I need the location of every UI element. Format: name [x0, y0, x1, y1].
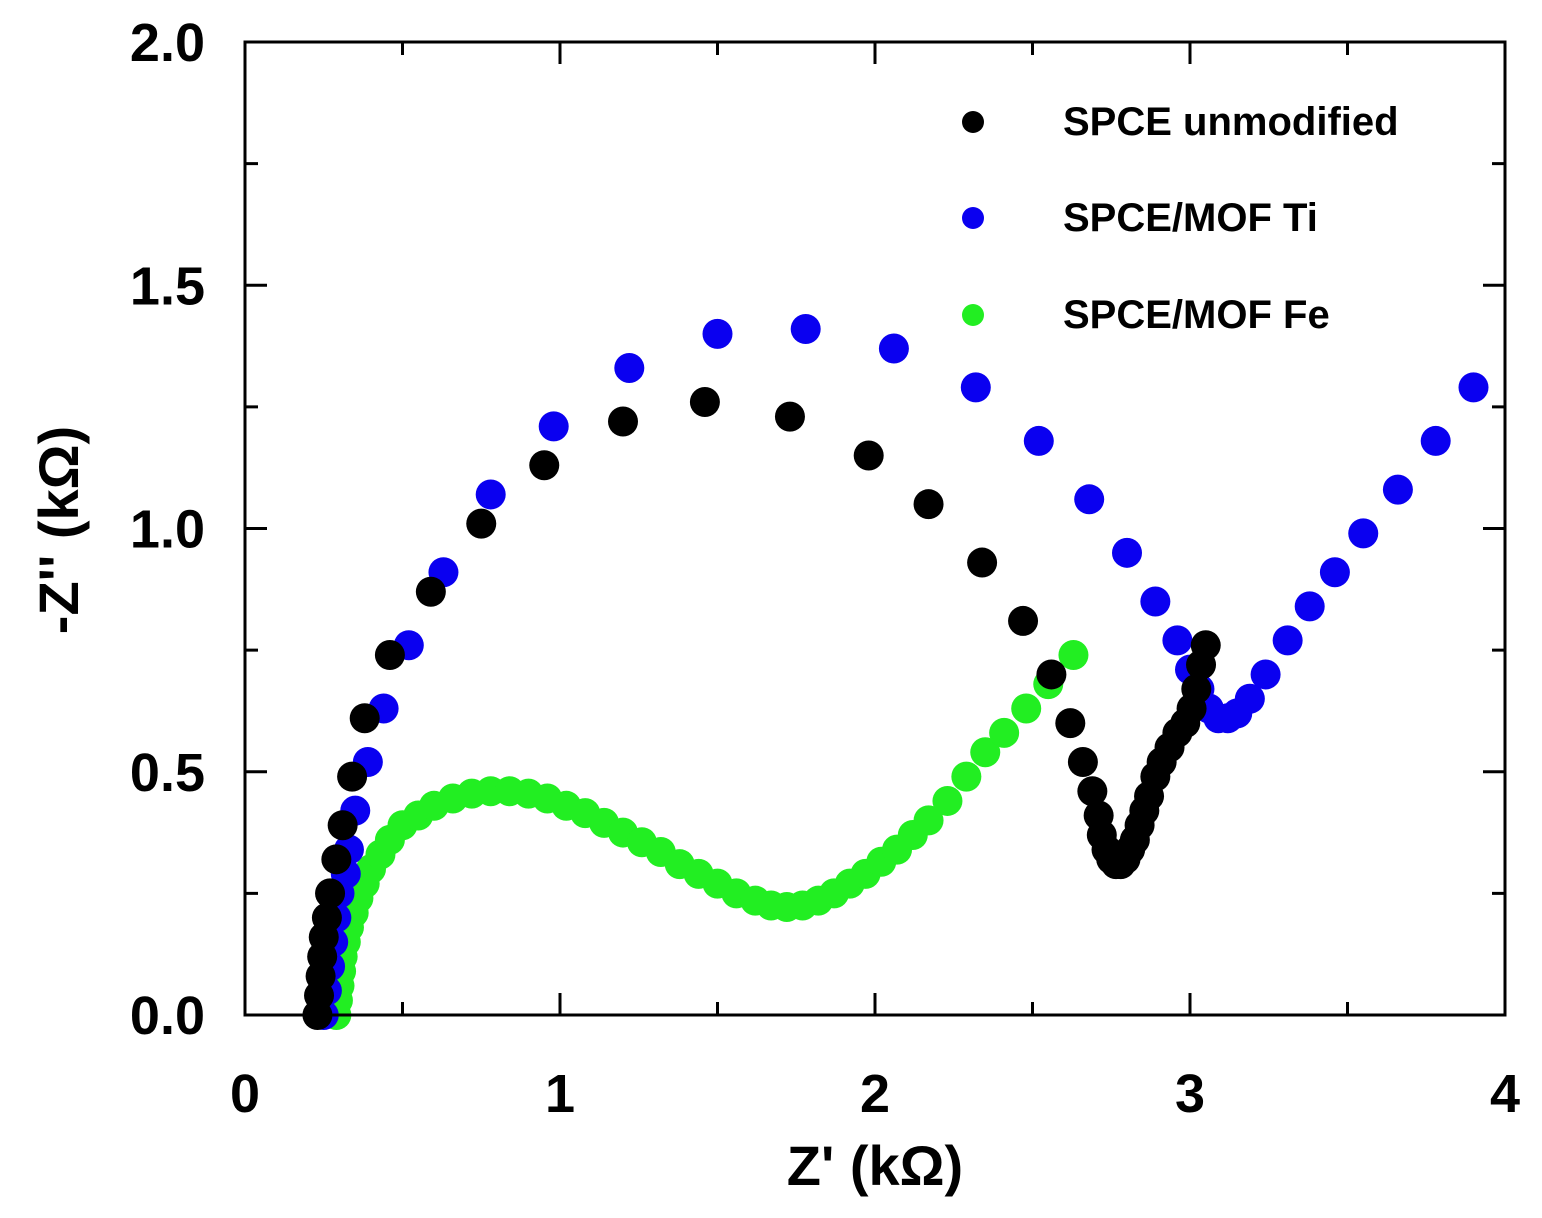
legend-marker-spce-mof-ti [962, 207, 984, 229]
data-point-spce-unmodified [337, 761, 368, 792]
data-point-spce-unmodified [1055, 708, 1086, 739]
data-point-spce-unmodified [529, 450, 560, 481]
data-point-spce-mof-ti [1458, 372, 1489, 403]
series-spce-unmodified [302, 387, 1221, 1030]
data-point-spce-mof-ti [614, 352, 645, 383]
legend-label-spce-mof-fe: SPCE/MOF Fe [1063, 293, 1330, 337]
legend-marker-spce-unmodified [962, 111, 984, 133]
legend-marker-spce-mof-fe [962, 304, 984, 326]
data-point-spce-mof-fe [951, 761, 982, 792]
data-point-spce-unmodified [1036, 659, 1067, 690]
data-point-spce-unmodified [689, 387, 720, 418]
x-axis-label: Z' (kΩ) [787, 1134, 963, 1197]
data-point-spce-mof-ti [1250, 659, 1281, 690]
data-point-spce-mof-ti [878, 333, 909, 364]
legend: SPCE unmodified SPCE/MOF Ti SPCE/MOF Fe [962, 100, 1399, 337]
data-point-spce-mof-fe [932, 785, 963, 816]
data-point-spce-unmodified [321, 844, 352, 875]
x-tick-label: 2 [860, 1064, 890, 1124]
data-point-spce-mof-ti [1112, 537, 1142, 568]
y-axis-label: -Z'' (kΩ) [27, 426, 90, 634]
data-point-spce-mof-ti [790, 314, 821, 345]
data-points [302, 314, 1489, 1030]
data-point-spce-unmodified [466, 508, 497, 539]
data-point-spce-mof-ti [1234, 683, 1265, 714]
data-point-spce-unmodified [374, 639, 405, 670]
data-point-spce-mof-ti [1348, 518, 1379, 549]
data-point-spce-unmodified [1181, 674, 1212, 705]
data-point-spce-mof-ti [475, 479, 506, 510]
plot-frame [243, 40, 1507, 1017]
data-point-spce-mof-ti [1162, 625, 1193, 656]
legend-label-spce-unmodified: SPCE unmodified [1063, 100, 1399, 144]
x-tick-label: 3 [1175, 1064, 1205, 1124]
data-point-spce-unmodified [315, 878, 346, 909]
data-point-spce-mof-fe [1058, 639, 1089, 670]
data-point-spce-unmodified [1067, 747, 1098, 778]
x-tick-label: 4 [1490, 1064, 1520, 1124]
data-point-spce-mof-ti [1420, 425, 1451, 456]
y-tick-label: 1.5 [130, 256, 205, 316]
data-point-spce-mof-ti [1319, 557, 1350, 588]
y-tick-label: 0.5 [130, 743, 205, 803]
y-tick-label: 1.0 [130, 500, 205, 560]
x-axis-tick-labels: 0 1 2 3 4 [230, 1064, 1520, 1124]
x-tick-label: 0 [230, 1064, 260, 1124]
data-point-spce-unmodified [774, 401, 805, 432]
data-point-spce-mof-ti [1294, 591, 1325, 622]
data-point-spce-mof-ti [702, 318, 733, 349]
data-point-spce-unmodified [967, 547, 998, 578]
data-point-spce-unmodified [349, 703, 380, 734]
data-point-spce-mof-ti [1272, 625, 1303, 656]
data-point-spce-unmodified [1077, 776, 1108, 807]
y-axis-tick-labels: 0.0 0.5 1.0 1.5 2.0 [130, 13, 205, 1046]
y-tick-label: 0.0 [130, 986, 205, 1046]
x-tick-label: 1 [545, 1064, 575, 1124]
data-point-spce-mof-fe [970, 737, 1001, 768]
data-point-spce-unmodified [1008, 605, 1039, 636]
data-point-spce-mof-fe [989, 717, 1020, 748]
data-point-spce-mof-ti [1023, 425, 1054, 456]
data-point-spce-mof-fe [913, 805, 944, 836]
data-point-spce-mof-ti [1382, 474, 1413, 505]
data-point-spce-mof-ti [538, 411, 569, 442]
data-point-spce-unmodified [608, 406, 638, 437]
data-point-spce-unmodified [311, 902, 342, 933]
data-point-spce-unmodified [1190, 630, 1221, 661]
data-point-spce-mof-ti [960, 372, 991, 403]
data-point-spce-mof-fe [1011, 693, 1042, 724]
data-point-spce-mof-ti [1140, 586, 1171, 617]
data-point-spce-unmodified [913, 489, 944, 520]
legend-label-spce-mof-ti: SPCE/MOF Ti [1063, 196, 1318, 240]
data-point-spce-mof-ti [1074, 484, 1105, 515]
data-point-spce-unmodified [327, 810, 358, 841]
y-tick-label: 2.0 [130, 13, 205, 73]
data-point-spce-unmodified [415, 576, 446, 607]
data-point-spce-unmodified [853, 440, 884, 471]
